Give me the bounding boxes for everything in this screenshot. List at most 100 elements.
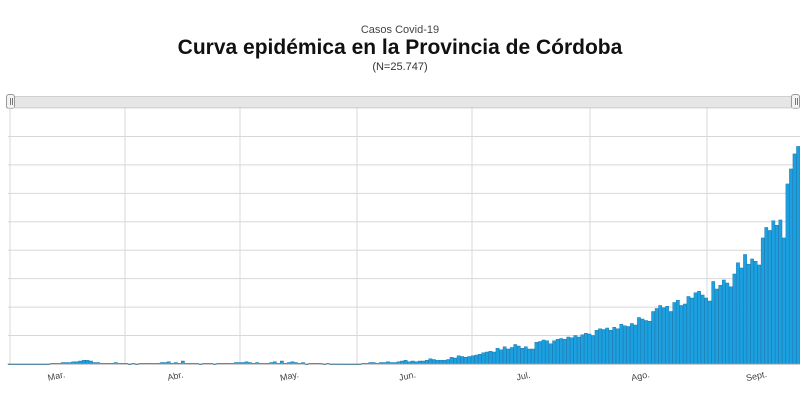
bar[interactable] — [460, 356, 465, 365]
bar[interactable] — [531, 348, 535, 365]
bar[interactable] — [630, 323, 634, 365]
bar[interactable] — [598, 328, 602, 365]
bar[interactable] — [449, 357, 454, 365]
bar[interactable] — [683, 303, 687, 365]
bar[interactable] — [753, 261, 758, 365]
bar[interactable] — [619, 324, 624, 365]
bar[interactable] — [495, 348, 500, 365]
bar[interactable] — [577, 336, 581, 365]
bar[interactable] — [555, 339, 560, 365]
bar[interactable] — [796, 146, 800, 365]
bar[interactable] — [743, 254, 747, 365]
bar[interactable] — [562, 339, 567, 365]
bar[interactable] — [729, 286, 733, 365]
bar[interactable] — [439, 360, 443, 365]
bar[interactable] — [559, 338, 564, 365]
bar[interactable] — [587, 333, 592, 365]
bar[interactable] — [601, 329, 606, 365]
bar[interactable] — [467, 356, 472, 365]
bar[interactable] — [527, 348, 532, 365]
bar[interactable] — [690, 297, 694, 365]
bar[interactable] — [739, 267, 744, 365]
bar[interactable] — [725, 282, 730, 365]
bar[interactable] — [789, 168, 793, 365]
bar[interactable] — [764, 227, 769, 365]
bar[interactable] — [757, 264, 762, 365]
bar[interactable] — [651, 311, 655, 365]
bar[interactable] — [425, 360, 429, 365]
bar[interactable] — [446, 359, 450, 365]
bar[interactable] — [760, 237, 765, 365]
bar[interactable] — [792, 153, 797, 365]
bar[interactable] — [456, 355, 461, 365]
bar[interactable] — [534, 342, 539, 365]
bar[interactable] — [548, 343, 553, 365]
bar[interactable] — [478, 354, 482, 365]
bar[interactable] — [615, 328, 620, 365]
bar[interactable] — [661, 307, 666, 365]
bar[interactable] — [516, 345, 521, 365]
bar[interactable] — [492, 351, 496, 365]
bar[interactable] — [470, 355, 475, 365]
bar[interactable] — [676, 300, 680, 365]
bar[interactable] — [647, 321, 652, 365]
bar[interactable] — [704, 297, 708, 365]
bar[interactable] — [509, 347, 514, 365]
bar[interactable] — [732, 273, 737, 365]
bar[interactable] — [665, 306, 670, 365]
bar[interactable] — [605, 327, 609, 365]
bar[interactable] — [435, 360, 440, 365]
bar[interactable] — [524, 346, 528, 365]
bar[interactable] — [633, 324, 638, 365]
bar[interactable] — [403, 360, 408, 365]
bar[interactable] — [679, 305, 684, 365]
bar[interactable] — [612, 327, 617, 365]
bar[interactable] — [644, 320, 648, 365]
bar[interactable] — [658, 305, 663, 365]
bar[interactable] — [718, 285, 723, 365]
bar[interactable] — [545, 340, 549, 365]
bar[interactable] — [453, 357, 457, 365]
bar[interactable] — [541, 339, 546, 365]
bar[interactable] — [750, 258, 754, 365]
bar[interactable] — [686, 296, 691, 365]
bar[interactable] — [608, 330, 613, 365]
bar[interactable] — [707, 300, 712, 365]
bar[interactable] — [569, 337, 574, 365]
bar[interactable] — [485, 351, 489, 365]
bar[interactable] — [591, 335, 595, 365]
bar[interactable] — [736, 262, 740, 365]
bar[interactable] — [488, 351, 493, 365]
bar[interactable] — [782, 237, 786, 365]
bar[interactable] — [640, 318, 645, 365]
bar[interactable] — [594, 330, 599, 365]
bar[interactable] — [520, 348, 525, 365]
bar[interactable] — [672, 302, 677, 365]
bar[interactable] — [513, 344, 518, 365]
bar[interactable] — [82, 360, 86, 365]
bar[interactable] — [538, 341, 542, 365]
bar[interactable] — [566, 336, 571, 365]
bar[interactable] — [637, 317, 641, 365]
bar[interactable] — [499, 349, 503, 365]
bar[interactable] — [700, 294, 705, 365]
bar[interactable] — [654, 308, 659, 365]
bar[interactable] — [722, 279, 726, 365]
bar[interactable] — [85, 360, 90, 365]
bar[interactable] — [432, 359, 436, 365]
bar[interactable] — [428, 358, 433, 365]
bar[interactable] — [746, 264, 751, 365]
bar[interactable] — [711, 281, 716, 365]
bar[interactable] — [623, 325, 627, 365]
bar[interactable] — [697, 291, 701, 365]
bar[interactable] — [442, 360, 447, 365]
bar[interactable] — [626, 326, 631, 365]
bar[interactable] — [693, 292, 698, 365]
bar[interactable] — [506, 348, 510, 365]
bar[interactable] — [463, 357, 468, 365]
bar[interactable] — [474, 354, 479, 365]
bar[interactable] — [481, 352, 486, 365]
bar[interactable] — [775, 224, 779, 365]
bar[interactable] — [714, 288, 719, 365]
bar[interactable] — [502, 346, 507, 365]
